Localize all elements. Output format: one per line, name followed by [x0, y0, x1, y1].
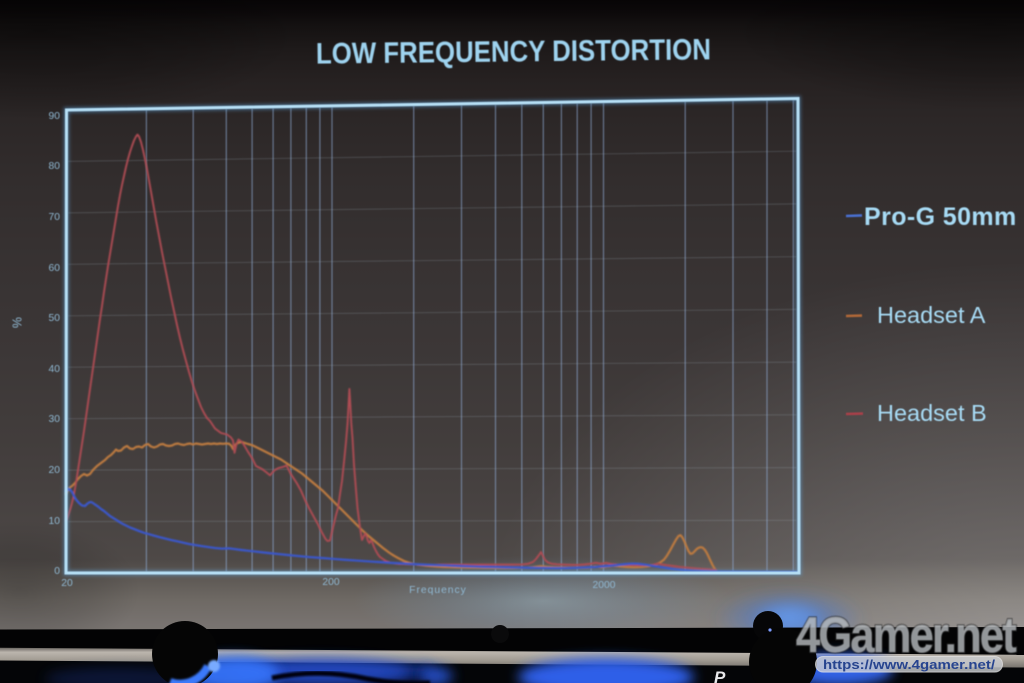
svg-text:90: 90 — [49, 111, 61, 122]
svg-text:20: 20 — [61, 578, 73, 589]
svg-text:2000: 2000 — [593, 580, 616, 591]
svg-text:https://www.4gamer.net/: https://www.4gamer.net/ — [823, 657, 995, 672]
svg-text:Frequency: Frequency — [409, 585, 467, 596]
svg-text:60: 60 — [49, 263, 61, 274]
svg-text:4Gamer.net: 4Gamer.net — [796, 607, 1017, 663]
svg-text:Pro-G 50mm: Pro-G 50mm — [864, 203, 1017, 231]
svg-text:10: 10 — [49, 516, 61, 527]
svg-text:%: % — [11, 317, 25, 328]
svg-text:30: 30 — [49, 414, 61, 425]
svg-text:LOW FREQUENCY DISTORTION: LOW FREQUENCY DISTORTION — [316, 33, 711, 70]
svg-text:20: 20 — [49, 465, 61, 476]
svg-text:0: 0 — [54, 566, 60, 577]
svg-text:50: 50 — [49, 313, 61, 324]
svg-text:80: 80 — [49, 161, 61, 172]
svg-text:40: 40 — [49, 364, 61, 375]
svg-text:P: P — [714, 668, 726, 683]
svg-text:70: 70 — [49, 212, 61, 223]
svg-text:Headset A: Headset A — [877, 302, 986, 328]
svg-text:200: 200 — [322, 577, 339, 588]
svg-text:Headset B: Headset B — [877, 400, 987, 426]
